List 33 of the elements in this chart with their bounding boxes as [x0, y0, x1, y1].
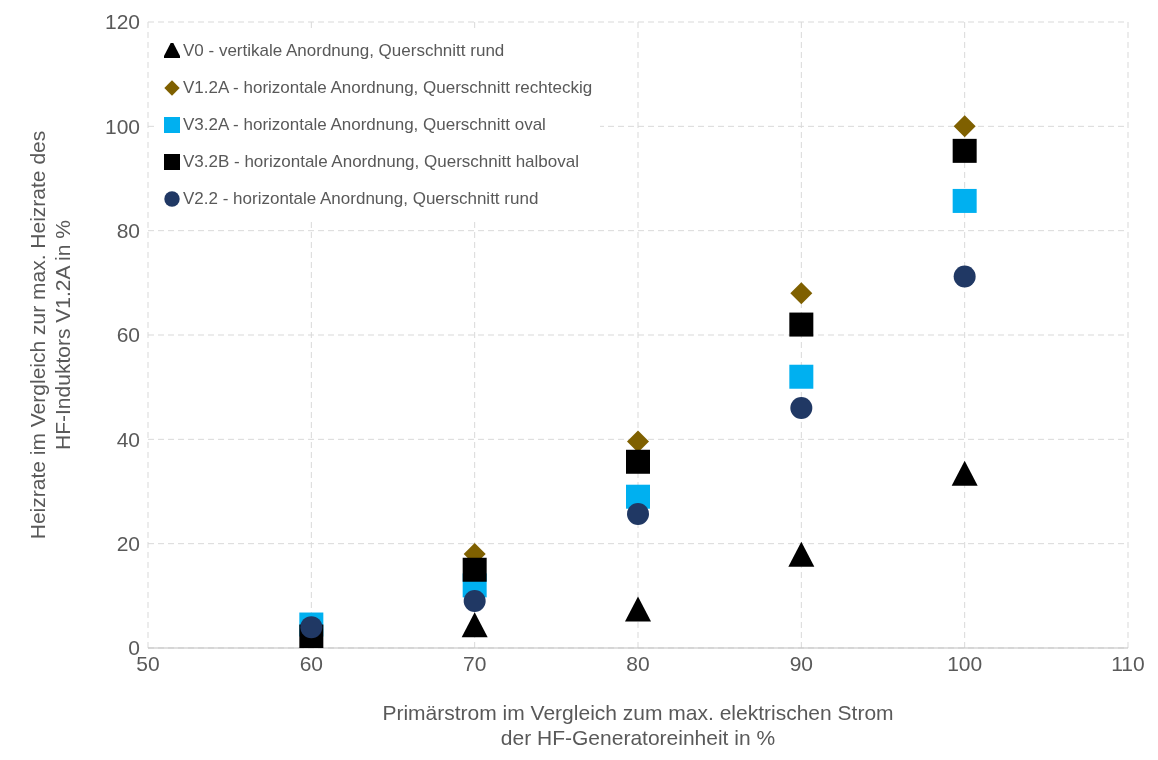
point [789, 364, 814, 389]
point [626, 449, 650, 474]
x-tick-label: 80 [626, 651, 650, 675]
legend-label: V1.2A - horizontale Anordnung, Querschnitt rechteckig [183, 77, 593, 98]
point [461, 612, 488, 638]
point [462, 557, 487, 582]
point [790, 397, 813, 420]
point [627, 502, 649, 525]
legend-label: V2.2 - horizontale Anordnung, Querschnitt rund [183, 188, 539, 209]
point [953, 115, 976, 138]
point [627, 430, 649, 453]
legend-label: V3.2B - horizontale Anordnung, Querschnitt halboval [183, 151, 579, 172]
point [790, 282, 813, 305]
legend-label: V0 - vertikale Anordnung, Querschnitt rund [183, 40, 505, 61]
point [463, 590, 486, 613]
point [789, 312, 814, 337]
y-axis-title: Heizrate im Vergleich zur max. Heizrate des HF-Induktors V1.2A in % [25, 130, 74, 540]
y-tick-label: 20 [116, 532, 140, 556]
point [952, 188, 977, 213]
x-tick-label: 60 [299, 651, 324, 675]
point [952, 138, 977, 163]
x-tick-label: 110 [1111, 651, 1145, 675]
y-tick-label: 120 [104, 10, 140, 34]
y-tick-label: 60 [116, 323, 140, 347]
y-tick-label: 100 [104, 114, 140, 138]
y-tick-label: 40 [116, 427, 140, 451]
x-tick-label: 90 [789, 651, 814, 675]
y-tick-label: 80 [116, 219, 140, 243]
x-tick-label: 70 [462, 651, 487, 675]
x-tick-label: 100 [947, 651, 983, 675]
legend-label: V3.2A - horizontale Anordnung, Querschnitt oval [183, 114, 546, 135]
point [953, 265, 976, 288]
x-axis-title: Primärstrom im Vergleich zum max. elektrischen Strom der HF-Generatoreinheit in % [382, 701, 894, 750]
